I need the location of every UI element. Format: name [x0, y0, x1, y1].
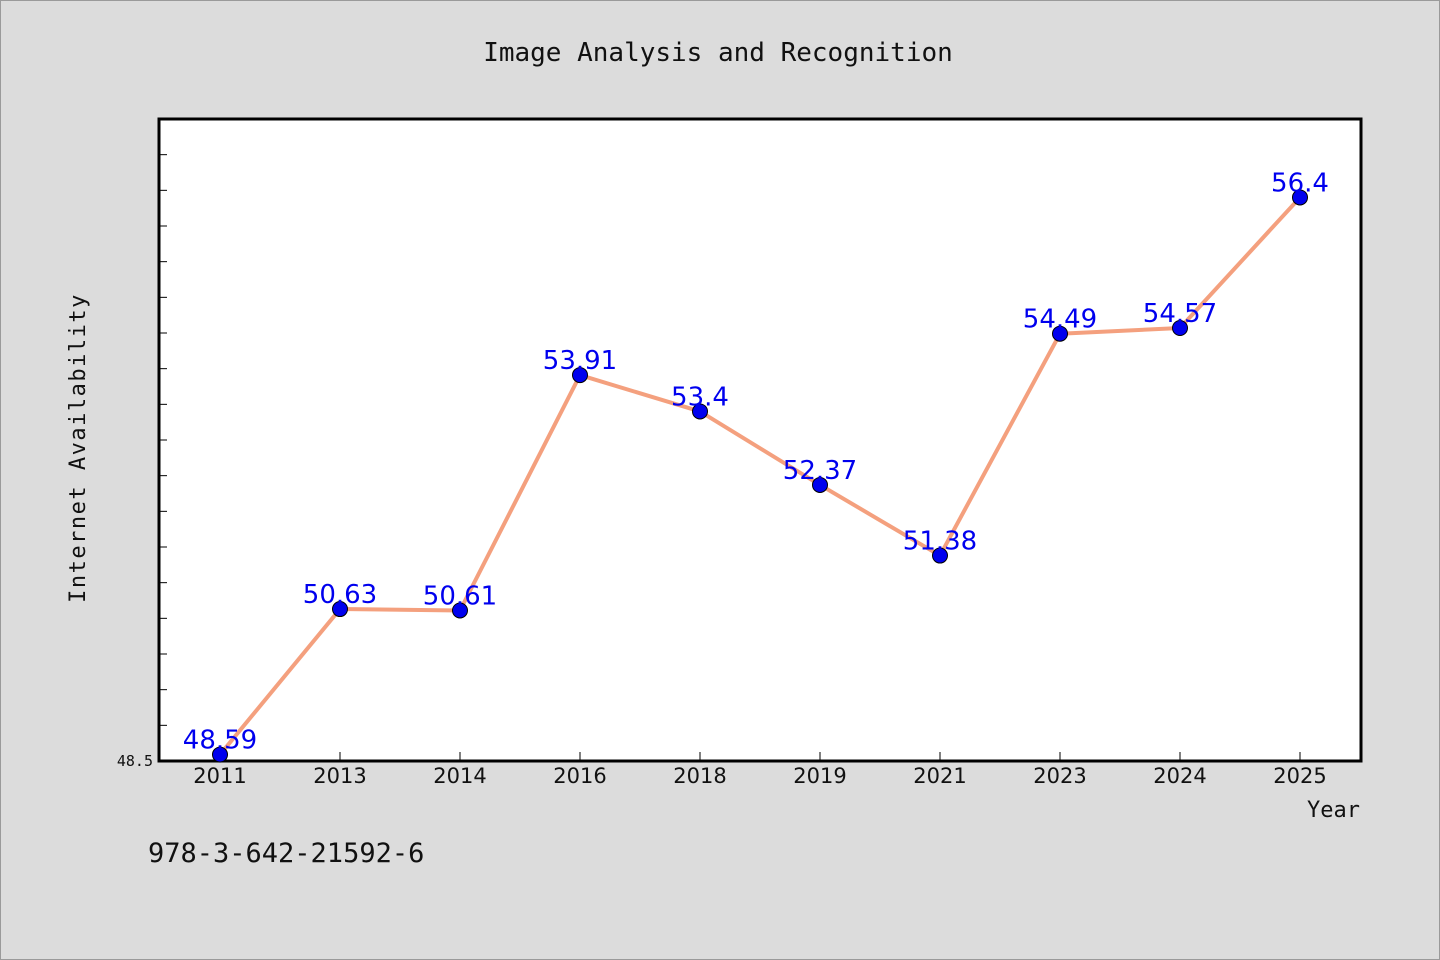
- data-label: 54.57: [1143, 299, 1217, 329]
- data-label: 51.38: [903, 527, 977, 557]
- plot-area: [157, 117, 1363, 763]
- data-point: [1292, 189, 1308, 206]
- x-tick-label: 2018: [673, 764, 726, 788]
- y-axis-label: Internet Availability: [66, 293, 91, 603]
- data-point: [332, 601, 348, 618]
- data-label: 50.61: [423, 581, 497, 611]
- data-point: [812, 476, 828, 493]
- data-label: 56.4: [1271, 168, 1329, 198]
- x-tick-label: 2025: [1273, 764, 1326, 788]
- data-point: [1052, 325, 1068, 342]
- data-point: [1172, 320, 1188, 337]
- y-axis-tick-labels: 48.5: [117, 752, 153, 770]
- data-point: [212, 746, 228, 763]
- data-label: 52.37: [783, 456, 857, 486]
- x-tick-label: 2014: [433, 764, 486, 788]
- series-internet-availability: [218, 195, 1302, 757]
- y-axis-ticks: [159, 118, 167, 762]
- data-point: [452, 602, 468, 619]
- data-label: 53.91: [543, 346, 617, 376]
- data-label: 53.4: [671, 382, 729, 412]
- data-label: 48.59: [183, 726, 257, 756]
- series-markers: [212, 189, 1308, 763]
- x-tick-label: 2013: [313, 764, 366, 788]
- data-label: 50.63: [303, 580, 377, 610]
- x-tick-label: 2016: [553, 764, 606, 788]
- x-tick-label: 2019: [793, 764, 846, 788]
- x-tick-label: 2021: [913, 764, 966, 788]
- data-point: [932, 547, 948, 564]
- x-tick-label: 2023: [1033, 764, 1086, 788]
- data-label: 54.49: [1023, 305, 1097, 335]
- series-line: [218, 195, 1302, 757]
- data-point: [692, 403, 708, 420]
- data-labels: 48.59 50.63 50.61 53.91 53.4 52.37 51.38 54.49 5…: [183, 168, 1329, 755]
- x-axis-ticks: [219, 752, 1301, 761]
- chart-title: Image Analysis and Recognition: [483, 38, 953, 68]
- x-axis-label: Year: [1307, 798, 1360, 823]
- x-tick-label: 2024: [1153, 764, 1206, 788]
- x-tick-label: 2011: [193, 764, 246, 788]
- isbn-text: 978-3-642-21592-6: [148, 838, 424, 869]
- y-tick-label: 48.5: [117, 752, 153, 770]
- x-axis-tick-labels: 2011 2013 2014 2016 2018 2019 2021 2023 2024 2025: [193, 764, 1326, 788]
- data-point: [572, 367, 588, 384]
